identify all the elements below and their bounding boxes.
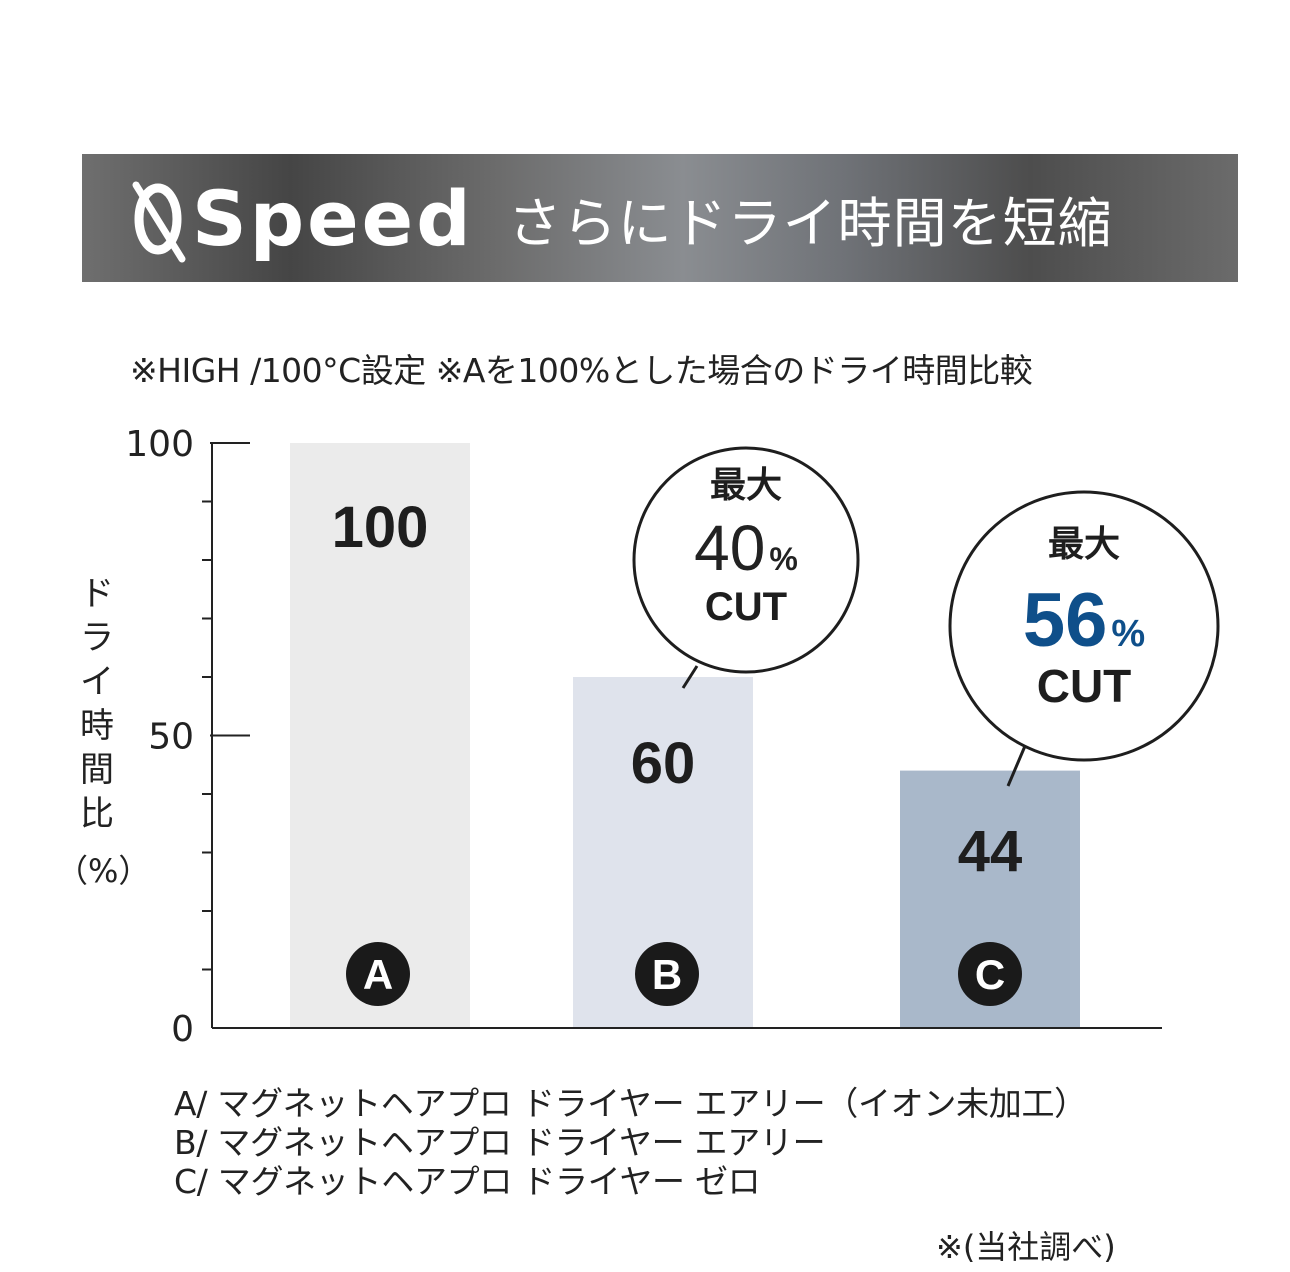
category-label-c: C xyxy=(975,951,1005,998)
data-label-c: 44 xyxy=(958,819,1023,884)
callout-c-bottom: CUT xyxy=(1037,660,1132,712)
condition-note: ※HIGH /100°C設定 ※Aを100%とした場合のドライ時間比較 xyxy=(130,351,1033,390)
category-label-a: A xyxy=(363,951,393,998)
category-badge-c xyxy=(958,942,1022,1006)
callout-b-value: 40% xyxy=(694,512,798,584)
data-label-b: 60 xyxy=(631,731,696,796)
y-tick-label: 0 xyxy=(171,1009,194,1050)
callout-b-pointer xyxy=(681,665,699,689)
legend-item-c: C/ マグネットヘアプロ ドライヤー ゼロ xyxy=(174,1162,761,1201)
category-badge-a xyxy=(346,942,410,1006)
callout-c-pointer xyxy=(1006,745,1027,787)
category-label-b: B xyxy=(652,951,682,998)
legend-item-a: A/ マグネットヘアプロ ドライヤー エアリー（イオン未加工） xyxy=(174,1084,1087,1123)
banner-brand: Speed xyxy=(192,173,474,263)
category-badge-b xyxy=(635,942,699,1006)
bar-a xyxy=(290,443,470,1028)
callout-b-bottom: CUT xyxy=(705,585,787,629)
callout-c-top: 最大 xyxy=(1048,524,1120,565)
banner-tagline: さらにドライ時間を短縮 xyxy=(507,191,1113,255)
q-zero-logo-icon xyxy=(132,181,186,263)
legend-item-b: B/ マグネットヘアプロ ドライヤー エアリー xyxy=(174,1123,826,1162)
callout-c-bubble xyxy=(948,490,1220,762)
data-label-a: 100 xyxy=(332,495,429,560)
y-axis-unit: （%） xyxy=(56,852,151,890)
title-banner: Speed さらにドライ時間を短縮 xyxy=(82,154,1238,282)
y-tick-label: 50 xyxy=(148,717,194,758)
callout-b-top: 最大 xyxy=(710,465,782,506)
footnote: ※(当社調べ) xyxy=(936,1228,1116,1266)
y-axis-label: ドライ時間比 xyxy=(80,574,114,834)
callout-b-bubble xyxy=(632,446,860,674)
callout-c-value: 56% xyxy=(1023,578,1145,663)
y-tick-label: 100 xyxy=(125,424,194,465)
legend: A/ マグネットヘアプロ ドライヤー エアリー（イオン未加工） B/ マグネット… xyxy=(174,1084,1087,1201)
